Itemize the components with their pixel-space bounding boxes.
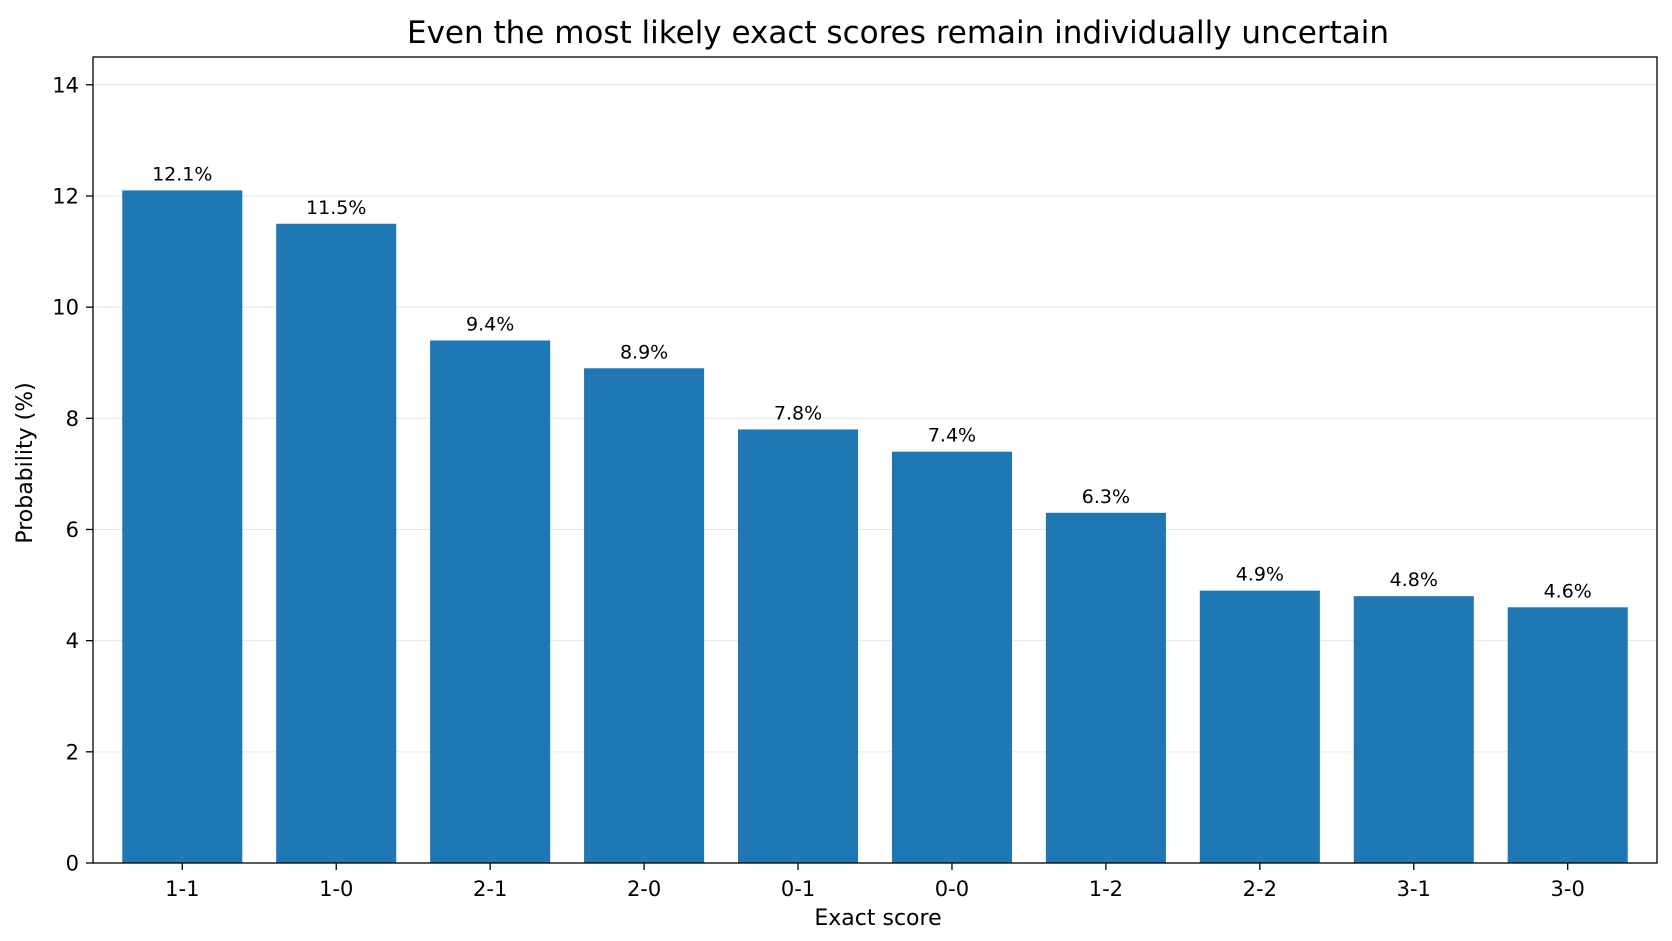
- x-tick-label-0-1: 0-1: [781, 877, 815, 901]
- data-label-3-1: 4.8%: [1390, 569, 1438, 591]
- x-tick-label-1-1: 1-1: [165, 877, 199, 901]
- y-tick-label: 8: [66, 407, 79, 431]
- data-label-2-1: 9.4%: [466, 313, 514, 335]
- data-label-2-0: 8.9%: [620, 341, 668, 363]
- bar-0-1: [737, 429, 859, 863]
- y-tick-label: 12: [52, 184, 79, 208]
- x-tick-label-2-1: 2-1: [473, 877, 507, 901]
- axes: 0 2 4 6 8 10 12 14 1-1 1-0 2-1 2-0 0-1 0-0 1-2 2-2 3-1 3-…: [52, 56, 1658, 901]
- y-tick-label: 6: [66, 518, 79, 542]
- bar-0-0: [891, 451, 1013, 863]
- bar-1-2: [1045, 512, 1166, 863]
- bar-2-2: [1199, 590, 1320, 863]
- y-tick-label: 14: [52, 73, 79, 97]
- bar-3-1: [1353, 596, 1474, 863]
- data-label-1-2: 6.3%: [1082, 486, 1130, 508]
- x-tick-label-0-0: 0-0: [935, 877, 969, 901]
- data-label-1-0: 11.5%: [306, 197, 366, 219]
- bar-2-0: [584, 368, 705, 863]
- bar-2-1: [430, 340, 551, 864]
- x-tick-label-3-1: 3-1: [1397, 877, 1431, 901]
- y-tick-label: 4: [66, 629, 79, 653]
- bar-1-0: [276, 223, 397, 864]
- x-axis-label: Exact score: [814, 906, 941, 931]
- data-label-3-0: 4.6%: [1544, 580, 1592, 602]
- chart-title: Even the most likely exact scores remain…: [407, 15, 1389, 51]
- plot-frame: [92, 56, 1658, 864]
- y-tick-label: 10: [52, 296, 79, 320]
- x-tick-label-3-0: 3-0: [1551, 877, 1585, 901]
- data-labels: 12.1% 11.5% 9.4% 8.9% 7.8% 7.4% 6.3% 4.9% 4.8% 4.…: [152, 163, 1592, 602]
- data-label-1-1: 12.1%: [152, 163, 212, 185]
- x-tick-label-1-0: 1-0: [319, 877, 353, 901]
- data-label-0-0: 7.4%: [928, 425, 976, 447]
- data-label-0-1: 7.8%: [774, 402, 822, 424]
- y-tick-label: 0: [66, 852, 79, 876]
- y-axis-label: Probability (%): [13, 382, 38, 543]
- x-tick-label-2-2: 2-2: [1243, 877, 1277, 901]
- bar-3-0: [1507, 607, 1628, 863]
- bar-1-1: [122, 190, 243, 864]
- x-tick-label-1-2: 1-2: [1089, 877, 1123, 901]
- x-tick-label-2-0: 2-0: [627, 877, 661, 901]
- data-label-2-2: 4.9%: [1236, 564, 1284, 586]
- bars: [122, 190, 1628, 864]
- y-tick-label: 2: [66, 740, 79, 764]
